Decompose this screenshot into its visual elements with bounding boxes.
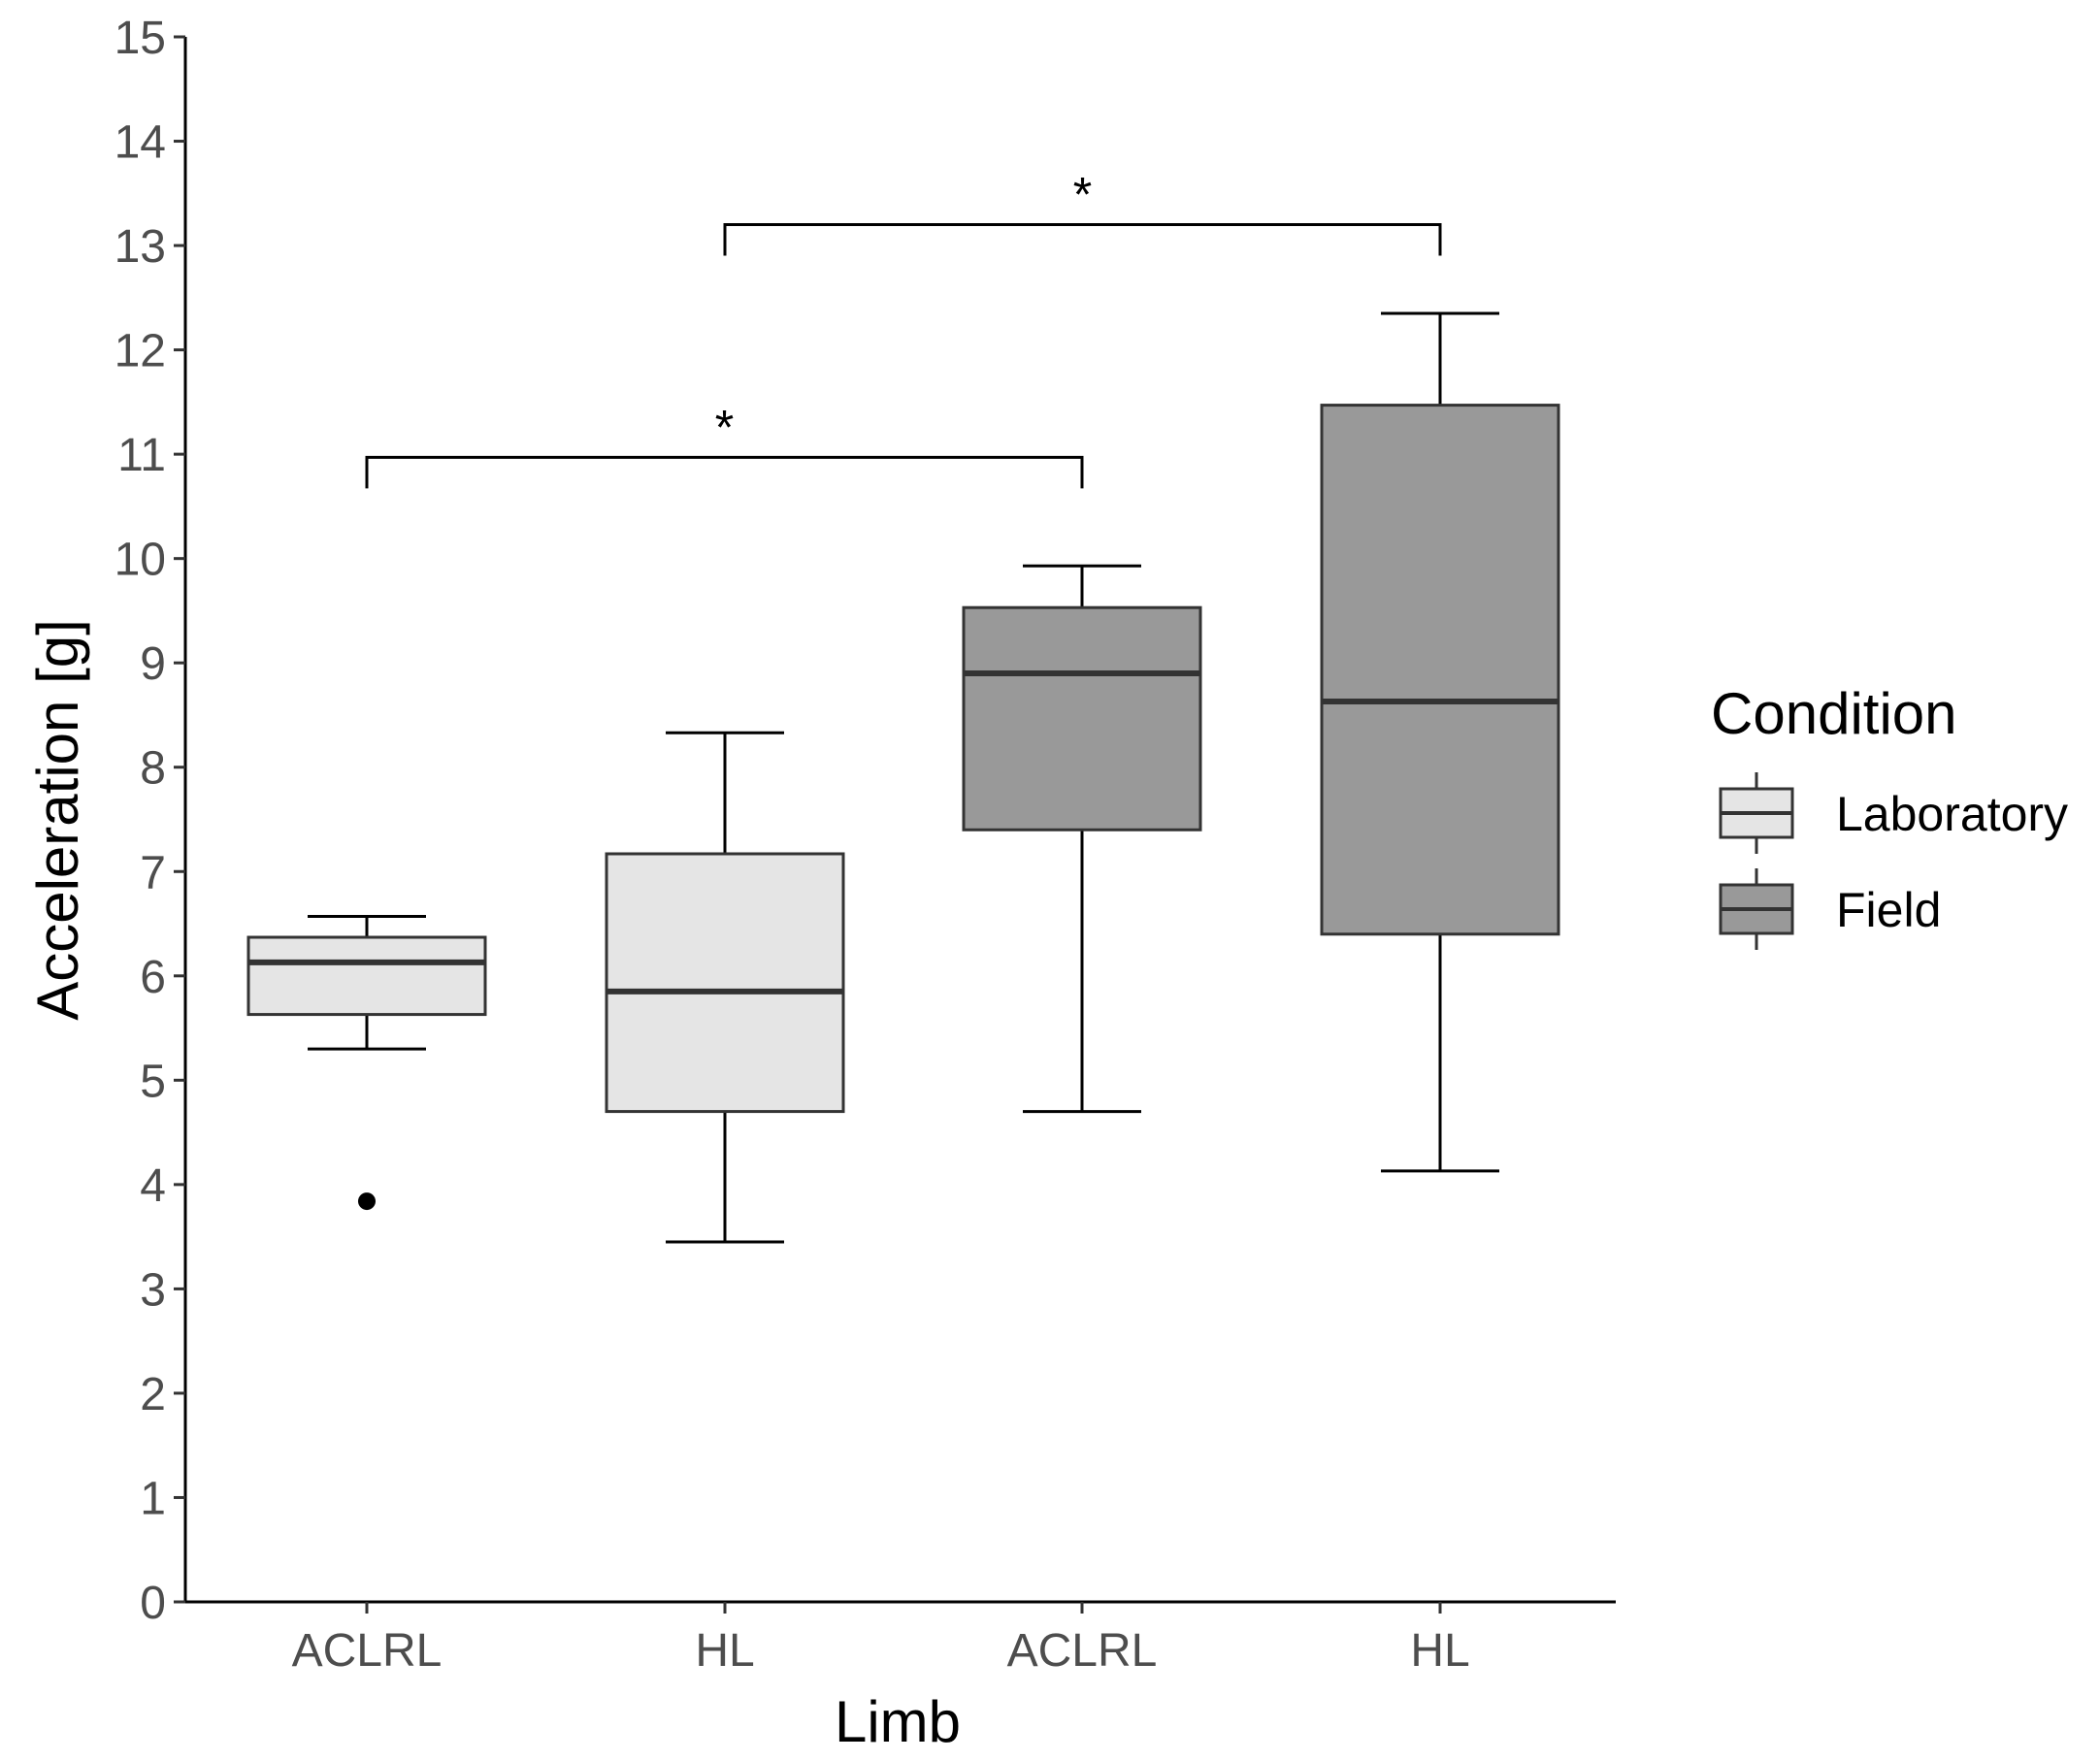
y-tick-label: 12 <box>115 326 166 377</box>
significance-bracket: * <box>723 168 1442 256</box>
bracket-line <box>723 223 1442 256</box>
x-tick-label: HL <box>1410 1625 1469 1677</box>
outlier-point <box>358 1192 376 1211</box>
y-tick-label: 14 <box>115 117 166 169</box>
y-tick-label: 7 <box>140 847 166 898</box>
x-tick-label: ACLRL <box>1007 1625 1158 1677</box>
y-tick-label: 9 <box>140 638 166 690</box>
y-tick-label: 3 <box>140 1264 166 1316</box>
x-tick-label: ACLRL <box>292 1625 443 1677</box>
y-tick-label: 6 <box>140 952 166 1003</box>
legend: Condition Laboratory Field <box>1711 681 2068 950</box>
y-tick-label: 13 <box>115 221 166 273</box>
x-tick-label: HL <box>695 1625 754 1677</box>
y-tick-label: 15 <box>115 13 166 64</box>
y-tick-label: 0 <box>140 1578 166 1629</box>
legend-entries: Laboratory Field <box>1719 772 2068 950</box>
significance-brackets: ** <box>365 168 1442 489</box>
box-body <box>962 605 1202 832</box>
y-tick-label: 5 <box>140 1056 166 1107</box>
y-tick-label: 4 <box>140 1160 166 1212</box>
y-tick-label: 10 <box>115 535 166 586</box>
legend-entry-field: Field <box>1719 868 1941 950</box>
box-aclrl-field <box>962 564 1202 1114</box>
box-series <box>246 311 1560 1244</box>
box-aclrl-laboratory <box>246 915 487 1211</box>
legend-entry-laboratory: Laboratory <box>1719 772 2068 854</box>
y-axis-title: Acceleration [g] <box>25 619 90 1021</box>
box-body <box>605 852 845 1114</box>
significance-label: * <box>1073 168 1092 222</box>
y-tick-label: 8 <box>140 743 166 795</box>
box-hl-field <box>1320 311 1560 1173</box>
legend-label: Field <box>1836 883 1941 937</box>
y-tick-label: 1 <box>140 1473 166 1524</box>
legend-title: Condition <box>1711 681 1957 746</box>
x-axis-title: Limb <box>835 1689 961 1754</box>
y-tick-label: 11 <box>117 430 166 481</box>
significance-label: * <box>715 400 734 454</box>
significance-bracket: * <box>365 400 1084 489</box>
bracket-line <box>365 455 1084 489</box>
y-tick-label: 2 <box>140 1369 166 1420</box>
box-body <box>246 935 487 1017</box>
box-body <box>1320 404 1560 936</box>
box-hl-laboratory <box>605 731 845 1244</box>
legend-label: Laboratory <box>1836 787 2068 841</box>
